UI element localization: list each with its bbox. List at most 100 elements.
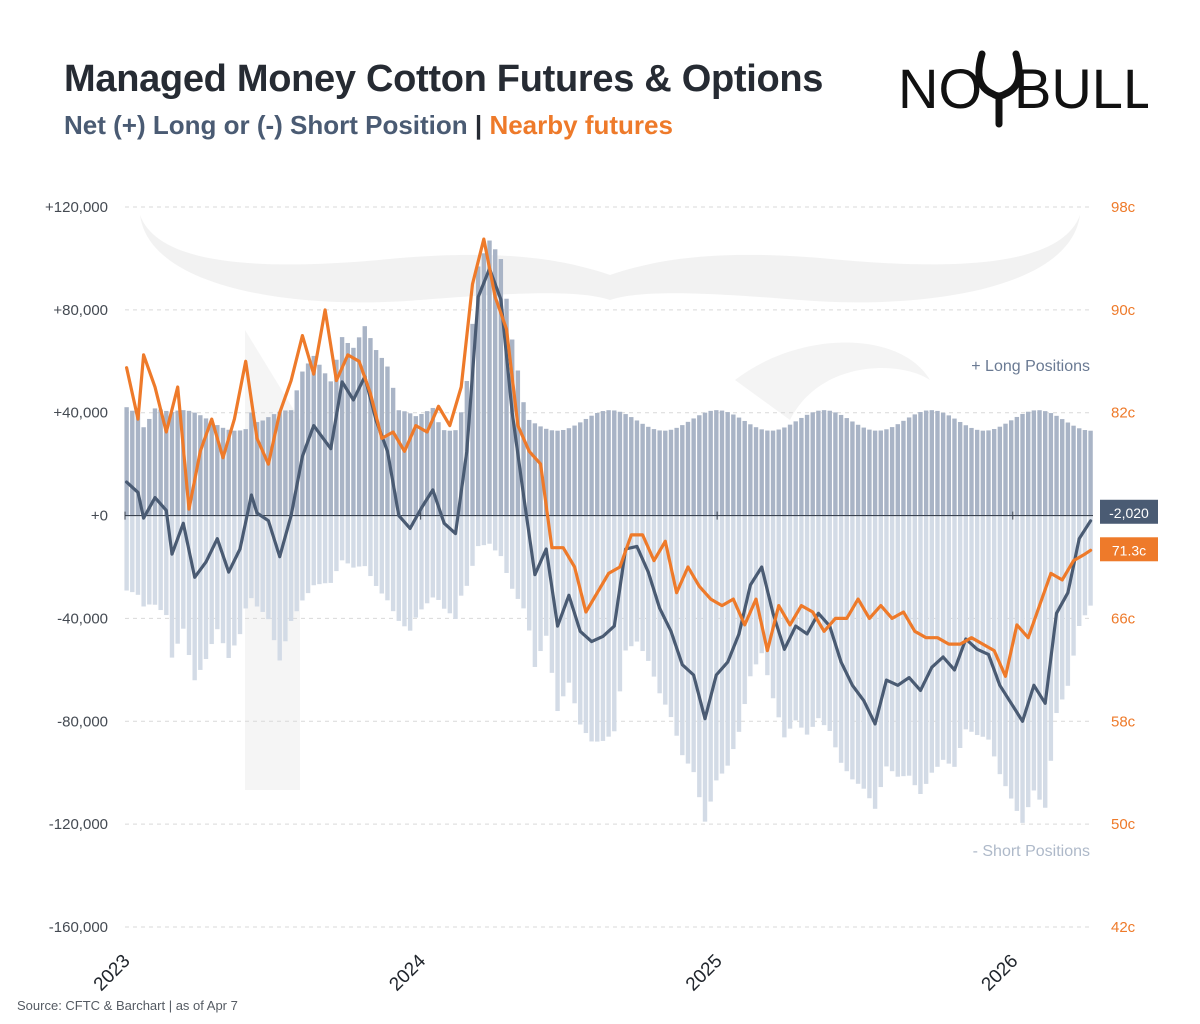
long-position-bar	[141, 427, 146, 516]
long-position-bar	[844, 418, 849, 516]
short-position-bar	[850, 515, 855, 780]
long-position-bar	[294, 390, 299, 516]
long-position-bar	[510, 339, 515, 516]
short-position-bar	[351, 515, 356, 568]
short-position-bar	[305, 515, 311, 594]
long-position-bar	[203, 418, 209, 516]
long-position-bar	[634, 420, 640, 516]
long-position-bar	[481, 253, 487, 516]
long-position-bar	[288, 410, 294, 516]
long-position-bar	[974, 429, 980, 516]
short-position-bar	[963, 515, 969, 730]
long-position-bar	[861, 427, 866, 516]
long-position-bar	[612, 410, 617, 516]
short-position-bar	[997, 515, 1003, 775]
long-position-bar	[402, 411, 407, 516]
short-position-bar	[464, 515, 470, 586]
long-position-bar	[544, 428, 549, 516]
net-last-value-label-text: -2,020	[1109, 505, 1149, 521]
left-axis-tick-label: +80,000	[53, 302, 108, 319]
right-axis-tick-label: 66c	[1111, 610, 1136, 627]
long-position-bar	[867, 429, 872, 516]
long-position-bar	[929, 410, 935, 516]
long-position-bar	[498, 259, 504, 516]
long-position-bar	[901, 420, 906, 516]
long-position-bar	[441, 430, 447, 516]
short-position-bar	[147, 515, 152, 605]
long-position-bar	[390, 387, 396, 516]
long-position-bar	[578, 422, 583, 516]
short-position-bar	[243, 515, 248, 609]
long-position-bar	[782, 427, 787, 516]
long-position-bar	[748, 424, 753, 516]
short-position-bar	[249, 515, 254, 599]
short-position-bar	[1014, 515, 1020, 811]
long-position-bar	[232, 430, 237, 516]
long-position-bar	[680, 425, 685, 516]
long-position-bar	[458, 412, 464, 516]
long-position-bar	[889, 427, 895, 516]
long-position-bar	[952, 418, 957, 516]
long-position-bar	[1008, 420, 1014, 516]
short-position-bar	[515, 515, 521, 599]
short-position-bar	[300, 515, 305, 601]
long-position-bar	[260, 420, 265, 516]
short-position-bar	[226, 515, 231, 658]
long-position-bar	[419, 414, 424, 516]
long-position-bar	[923, 410, 929, 516]
short-position-bar	[1077, 515, 1082, 626]
short-position-bar	[1025, 515, 1031, 808]
short-position-bar	[271, 515, 277, 641]
long-position-bar	[736, 417, 742, 516]
short-position-bar	[640, 515, 645, 652]
long-position-bar	[220, 427, 226, 516]
long-position-bar	[356, 337, 362, 516]
short-position-bar	[447, 515, 453, 614]
long-position-bar	[816, 410, 821, 516]
long-position-bar	[702, 412, 708, 516]
short-position-bar	[561, 515, 566, 697]
right-axis-tick-label: 90c	[1111, 302, 1136, 319]
short-position-bar	[1065, 515, 1071, 686]
futures-last-value-label-text: 71.3c	[1112, 542, 1146, 558]
subtitle-separator: |	[474, 110, 483, 140]
short-position-bar	[498, 515, 504, 557]
long-position-bar	[657, 430, 662, 516]
left-axis-tick-label: -40,000	[57, 610, 108, 627]
short-position-bar	[186, 515, 192, 656]
long-position-bar	[776, 429, 781, 516]
short-position-bar	[844, 515, 849, 772]
long-position-bar	[492, 249, 498, 516]
short-position-bar	[884, 515, 889, 767]
short-position-bar	[521, 515, 526, 609]
long-position-bar	[691, 418, 696, 516]
short-position-bar	[260, 515, 265, 612]
short-position-bar	[419, 515, 424, 610]
short-position-bar	[192, 515, 197, 681]
long-position-bar	[589, 415, 594, 516]
short-position-bar	[181, 515, 186, 629]
long-position-bar	[362, 326, 367, 516]
long-position-bar	[1003, 423, 1008, 516]
long-position-bar	[351, 347, 356, 516]
subtitle-futures-label: Nearby futures	[489, 110, 673, 140]
short-position-bar	[436, 515, 441, 600]
long-position-bar	[1088, 430, 1093, 516]
long-position-bar	[186, 410, 192, 516]
short-position-bar	[1003, 515, 1008, 787]
chart-title: Managed Money Cotton Futures & Options	[64, 58, 824, 100]
long-position-bar	[368, 338, 373, 516]
short-position-bar	[356, 515, 362, 567]
long-position-bar	[810, 412, 815, 516]
subtitle-net-label: Net (+) Long or (-) Short Position	[64, 110, 468, 140]
short-position-bar	[759, 515, 764, 654]
long-position-bar	[731, 414, 736, 516]
long-position-bar	[1037, 410, 1042, 516]
short-position-bar	[838, 515, 844, 763]
long-position-bar	[935, 410, 940, 516]
right-axis-tick-label: 50c	[1111, 816, 1136, 833]
short-position-bar	[328, 515, 333, 583]
short-position-bar	[940, 515, 946, 760]
short-position-bar	[277, 515, 282, 661]
